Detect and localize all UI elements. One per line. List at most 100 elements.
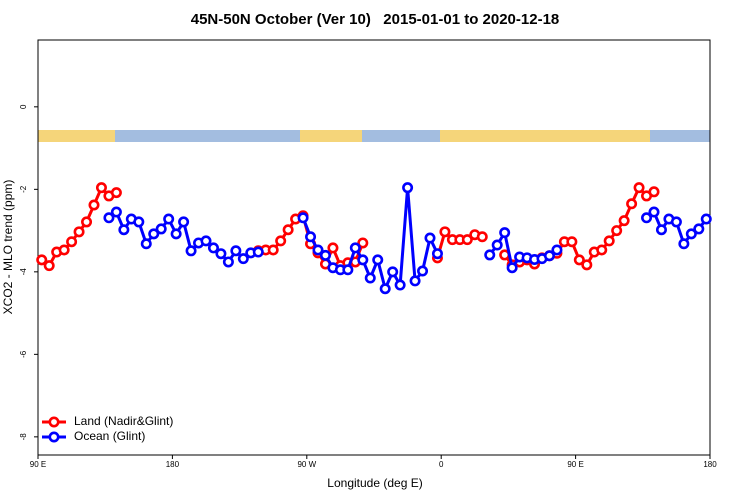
land-strip (38, 130, 115, 142)
point (148, 228, 160, 240)
point (596, 244, 608, 256)
point (685, 228, 697, 240)
point (603, 235, 615, 247)
land-mask-strip (38, 130, 710, 142)
x-tick-label: 90 E (30, 460, 46, 469)
point (305, 231, 317, 243)
point (648, 186, 660, 198)
y-tick-label: -2 (19, 185, 28, 193)
point (357, 237, 369, 249)
point (237, 253, 249, 265)
point (110, 187, 122, 199)
point (163, 213, 175, 225)
plot-frame (37, 39, 711, 456)
point (252, 246, 264, 258)
point (200, 235, 212, 247)
point (506, 262, 518, 274)
point (626, 198, 638, 210)
land-strip (440, 130, 650, 142)
point (88, 199, 100, 211)
point (155, 223, 167, 235)
point (133, 216, 145, 228)
point (618, 215, 630, 227)
point (267, 244, 279, 256)
point (230, 245, 242, 257)
point (417, 265, 429, 277)
y-axis-label: XCO2 - MLO trend (ppm) (1, 180, 15, 315)
legend-label: Land (Nadir&Glint) (74, 414, 173, 428)
x-tick-label: 180 (703, 460, 717, 469)
point (633, 182, 645, 194)
x-axis-label: Longitude (deg E) (327, 476, 422, 490)
point (379, 283, 391, 295)
point (282, 224, 294, 236)
y-tick-label: 0 (19, 104, 28, 109)
point (499, 227, 511, 239)
point (394, 279, 406, 291)
point (431, 248, 443, 260)
point (312, 244, 324, 256)
point (178, 216, 190, 228)
chart-title: 45N-50N October (Ver 10) 2015-01-01 to 2… (191, 11, 560, 28)
point (372, 254, 384, 266)
land-strip (300, 130, 362, 142)
point (185, 245, 197, 257)
point (424, 232, 436, 244)
point (327, 242, 339, 254)
point (439, 226, 451, 238)
point (573, 254, 585, 266)
point (207, 242, 219, 254)
point (402, 182, 414, 194)
point (342, 264, 354, 276)
legend-marker (48, 416, 60, 428)
point (275, 235, 287, 247)
point (387, 266, 399, 278)
point (476, 231, 488, 243)
point (551, 244, 563, 256)
legend-label: Ocean (Glint) (74, 429, 145, 443)
point (36, 254, 48, 266)
point (43, 260, 55, 272)
x-tick-label: 90 E (567, 460, 583, 469)
point (700, 213, 712, 225)
point (693, 223, 705, 235)
point (58, 244, 70, 256)
point (140, 238, 152, 250)
point (110, 206, 122, 218)
point (409, 275, 421, 287)
point (461, 234, 473, 246)
point (648, 206, 660, 218)
point (170, 228, 182, 240)
point (81, 216, 93, 228)
point (103, 212, 115, 224)
point (655, 224, 667, 236)
point (678, 238, 690, 250)
point (670, 216, 682, 228)
point (581, 259, 593, 271)
legend-marker (48, 431, 60, 443)
point (95, 182, 107, 194)
x-tick-label: 0 (439, 460, 444, 469)
point (319, 249, 331, 261)
point (566, 236, 578, 248)
point (484, 249, 496, 261)
point (611, 225, 623, 237)
point (364, 272, 376, 284)
point (215, 248, 227, 260)
point (641, 212, 653, 224)
point (349, 242, 361, 254)
x-tick-label: 90 W (297, 460, 316, 469)
point (491, 239, 503, 251)
x-tick-label: 180 (166, 460, 180, 469)
point (543, 250, 555, 262)
point (297, 212, 309, 224)
point (73, 226, 85, 238)
y-tick-label: -4 (19, 268, 28, 276)
point (118, 224, 130, 236)
y-tick-label: -8 (19, 433, 28, 441)
point (222, 256, 234, 268)
y-tick-label: -6 (19, 350, 28, 358)
point (66, 236, 78, 248)
point (357, 254, 369, 266)
